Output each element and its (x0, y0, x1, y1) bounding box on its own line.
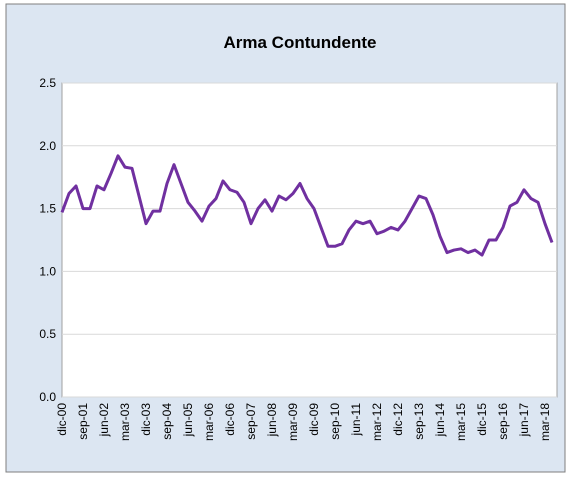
y-tick-label: 1.5 (39, 202, 56, 216)
x-tick-label: dic-12 (391, 403, 405, 436)
line-series (60, 154, 554, 257)
y-tick-label: 0.0 (39, 390, 56, 404)
x-tick-label: mar-06 (202, 403, 216, 441)
x-tick-label: jun-08 (265, 403, 279, 438)
x-tick-label: dic-03 (139, 403, 153, 436)
y-tick-label: 0.5 (39, 327, 56, 341)
x-tick-label: mar-15 (454, 403, 468, 441)
x-tick-label: jun-14 (433, 403, 447, 438)
x-tick-label: jun-02 (97, 403, 111, 438)
x-tick-label: jun-05 (181, 403, 195, 438)
x-tick-label: dic-15 (475, 403, 489, 436)
x-tick-label: mar-12 (370, 403, 384, 441)
x-tick-label: sep-04 (160, 403, 174, 440)
x-tick-label: mar-03 (118, 403, 132, 441)
y-tick-label: 2.5 (39, 76, 56, 90)
y-tick-label: 1.0 (39, 264, 56, 278)
plot-area (61, 82, 558, 398)
x-tick-label: jun-17 (517, 403, 531, 438)
x-tick-label: jun-11 (349, 403, 363, 437)
x-tick-label: dic-00 (55, 403, 69, 436)
x-tick-label: dic-09 (307, 403, 321, 436)
y-tick-label: 2.0 (39, 139, 56, 153)
x-tick-label: mar-18 (538, 403, 552, 441)
x-tick-label: mar-09 (286, 403, 300, 441)
x-tick-label: sep-07 (244, 403, 258, 440)
x-tick-label: sep-16 (496, 403, 510, 440)
x-tick-label: sep-10 (328, 403, 342, 440)
x-tick-label: sep-13 (412, 403, 426, 440)
x-tick-label: dic-06 (223, 403, 237, 436)
x-tick-label: sep-01 (76, 403, 90, 440)
chart-title: Arma Contundente (224, 33, 377, 52)
